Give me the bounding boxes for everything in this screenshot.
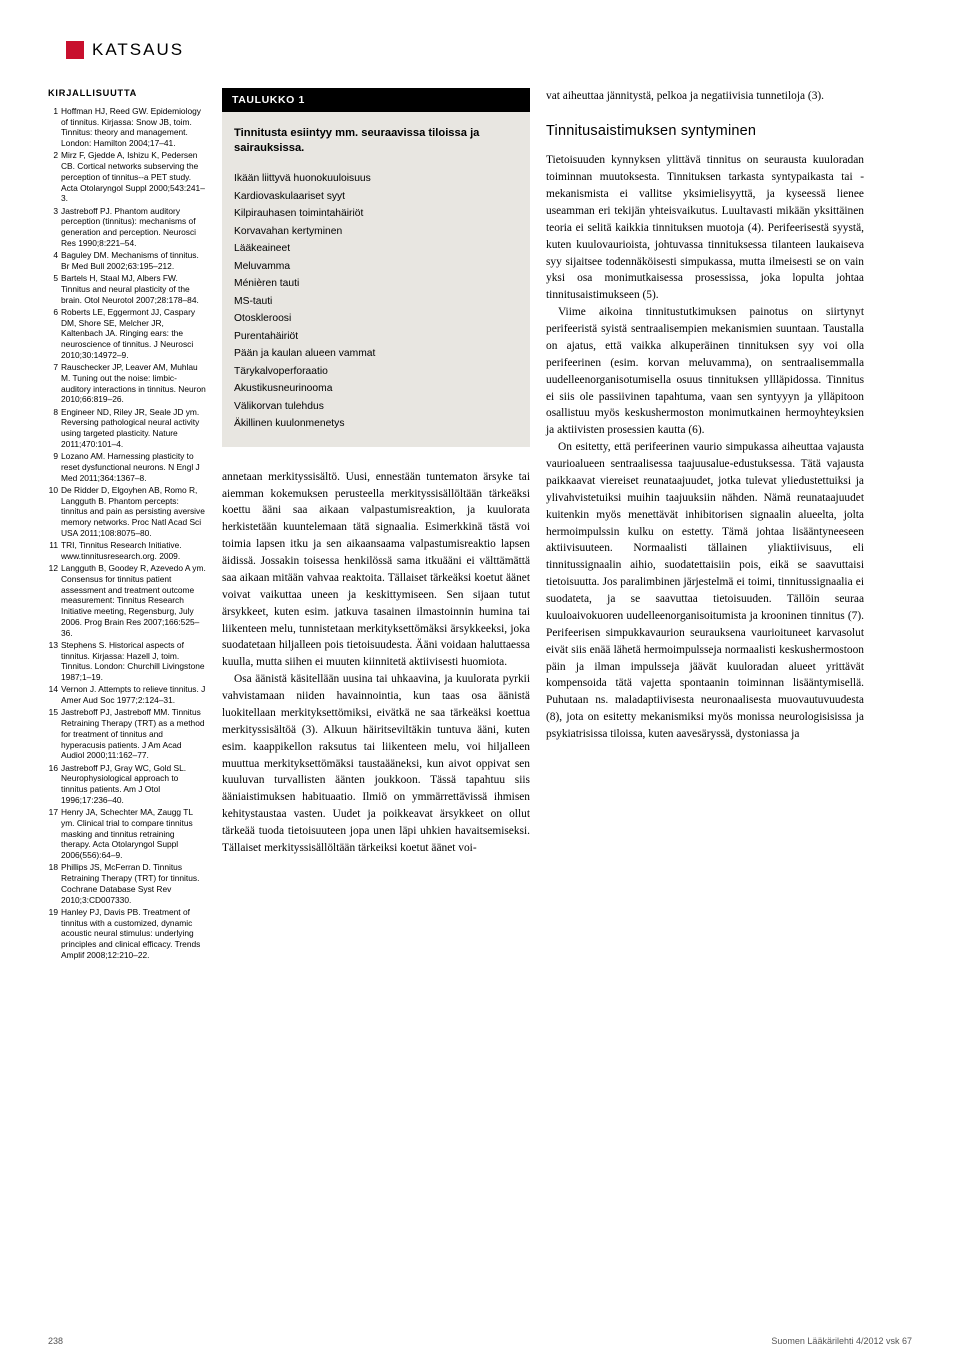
- reference-text: Lozano AM. Harnessing plasticity to rese…: [61, 451, 206, 483]
- page-footer: 238 Suomen Lääkärilehti 4/2012 vsk 67: [48, 1336, 912, 1346]
- body-paragraph: On esitetty, että perifeerinen vaurio si…: [546, 439, 864, 743]
- table1-list-item: Otoskleroosi: [234, 310, 518, 328]
- body-right-text: vat aiheuttaa jännitystä, pelkoa ja nega…: [546, 88, 864, 743]
- right-column: vat aiheuttaa jännitystä, pelkoa ja nega…: [546, 88, 864, 1308]
- reference-item: 9Lozano AM. Harnessing plasticity to res…: [48, 451, 206, 483]
- subheading: Tinnitusaistimuksen syntyminen: [546, 121, 864, 142]
- body-paragraph: Osa äänistä käsitellään uusina tai uhkaa…: [222, 671, 530, 857]
- reference-item: 19Hanley PJ, Davis PB. Treatment of tinn…: [48, 907, 206, 961]
- reference-item: 18Phillips JS, McFerran D. Tinnitus Retr…: [48, 862, 206, 905]
- reference-text: Baguley DM. Mechanisms of tinnitus. Br M…: [61, 250, 206, 272]
- reference-item: 17Henry JA, Schechter MA, Zaugg TL ym. C…: [48, 807, 206, 861]
- reference-number: 1: [48, 106, 61, 149]
- table1-list-item: Lääkeaineet: [234, 240, 518, 258]
- reference-number: 9: [48, 451, 61, 483]
- journal-info: Suomen Lääkärilehti 4/2012 vsk 67: [771, 1336, 912, 1346]
- reference-number: 11: [48, 540, 61, 562]
- table1-body: Tinnitusta esiintyy mm. seuraavissa tilo…: [222, 112, 530, 447]
- reference-item: 13Stephens S. Historical aspects of tinn…: [48, 640, 206, 683]
- table1-list-item: Meluvamma: [234, 258, 518, 276]
- reference-text: De Ridder D, Elgoyhen AB, Romo R, Langgu…: [61, 485, 206, 539]
- reference-item: 6Roberts LE, Eggermont JJ, Caspary DM, S…: [48, 307, 206, 361]
- reference-item: 3Jastreboff PJ. Phantom auditory percept…: [48, 206, 206, 249]
- body-paragraph: vat aiheuttaa jännitystä, pelkoa ja nega…: [546, 88, 864, 105]
- references-column: KIRJALLISUUTTA 1Hoffman HJ, Reed GW. Epi…: [48, 88, 206, 1308]
- reference-number: 18: [48, 862, 61, 905]
- reference-text: Jastreboff PJ, Jastreboff MM. Tinnitus R…: [61, 707, 206, 761]
- reference-text: Phillips JS, McFerran D. Tinnitus Retrai…: [61, 862, 206, 905]
- references-title: KIRJALLISUUTTA: [48, 88, 206, 100]
- page-content: KIRJALLISUUTTA 1Hoffman HJ, Reed GW. Epi…: [48, 88, 912, 1308]
- middle-column: TAULUKKO 1 Tinnitusta esiintyy mm. seura…: [222, 88, 530, 1308]
- reference-item: 2Mirz F, Gjedde A, Ishizu K, Pedersen CB…: [48, 150, 206, 204]
- reference-text: Jastreboff PJ, Gray WC, Gold SL. Neuroph…: [61, 763, 206, 806]
- reference-text: Langguth B, Goodey R, Azevedo A ym. Cons…: [61, 563, 206, 638]
- body-middle-text: annetaan merkityssisältö. Uusi, ennestää…: [222, 469, 530, 857]
- reference-item: 16Jastreboff PJ, Gray WC, Gold SL. Neuro…: [48, 763, 206, 806]
- reference-number: 14: [48, 684, 61, 706]
- table1-list-item: Äkillinen kuulonmenetys: [234, 415, 518, 433]
- table1-list-item: Kardiovaskulaariset syyt: [234, 188, 518, 206]
- reference-number: 12: [48, 563, 61, 638]
- reference-text: Henry JA, Schechter MA, Zaugg TL ym. Cli…: [61, 807, 206, 861]
- reference-item: 7Rauschecker JP, Leaver AM, Muhlau M. Tu…: [48, 362, 206, 405]
- reference-number: 10: [48, 485, 61, 539]
- reference-text: Hanley PJ, Davis PB. Treatment of tinnit…: [61, 907, 206, 961]
- table1-list-item: Tärykalvoperforaatio: [234, 363, 518, 381]
- reference-number: 6: [48, 307, 61, 361]
- table1-list-item: Purentahäiriöt: [234, 328, 518, 346]
- references-list: 1Hoffman HJ, Reed GW. Epidemiology of ti…: [48, 106, 206, 961]
- table1-list-item: MS-tauti: [234, 293, 518, 311]
- table1-list-item: Kilpirauhasen toimintahäiriöt: [234, 205, 518, 223]
- body-paragraph: Viime aikoina tinnitustutkimuksen painot…: [546, 304, 864, 439]
- reference-item: 4Baguley DM. Mechanisms of tinnitus. Br …: [48, 250, 206, 272]
- section-label: KATSAUS: [92, 40, 184, 60]
- reference-item: 8Engineer ND, Riley JR, Seale JD ym. Rev…: [48, 407, 206, 450]
- reference-number: 8: [48, 407, 61, 450]
- reference-number: 17: [48, 807, 61, 861]
- accent-square: [66, 41, 84, 59]
- table1-list-item: Pään ja kaulan alueen vammat: [234, 345, 518, 363]
- reference-text: Jastreboff PJ. Phantom auditory percepti…: [61, 206, 206, 249]
- section-header: KATSAUS: [66, 40, 912, 60]
- reference-item: 10De Ridder D, Elgoyhen AB, Romo R, Lang…: [48, 485, 206, 539]
- reference-item: 1Hoffman HJ, Reed GW. Epidemiology of ti…: [48, 106, 206, 149]
- reference-text: Vernon J. Attempts to relieve tinnitus. …: [61, 684, 206, 706]
- reference-item: 14Vernon J. Attempts to relieve tinnitus…: [48, 684, 206, 706]
- reference-text: Bartels H, Staal MJ, Albers FW. Tinnitus…: [61, 273, 206, 305]
- reference-number: 7: [48, 362, 61, 405]
- table1-list-item: Akustikusneurinooma: [234, 380, 518, 398]
- body-paragraph: annetaan merkityssisältö. Uusi, ennestää…: [222, 469, 530, 672]
- reference-number: 4: [48, 250, 61, 272]
- reference-text: TRI, Tinnitus Research Initiative. www.t…: [61, 540, 206, 562]
- reference-item: 12Langguth B, Goodey R, Azevedo A ym. Co…: [48, 563, 206, 638]
- reference-item: 15Jastreboff PJ, Jastreboff MM. Tinnitus…: [48, 707, 206, 761]
- reference-number: 13: [48, 640, 61, 683]
- reference-number: 19: [48, 907, 61, 961]
- reference-text: Rauschecker JP, Leaver AM, Muhlau M. Tun…: [61, 362, 206, 405]
- table1-list-item: Ikään liittyvä huonokuuloisuus: [234, 170, 518, 188]
- reference-number: 15: [48, 707, 61, 761]
- reference-text: Engineer ND, Riley JR, Seale JD ym. Reve…: [61, 407, 206, 450]
- body-paragraph: Tietoisuuden kynnyksen ylittävä tinnitus…: [546, 152, 864, 304]
- reference-item: 11TRI, Tinnitus Research Initiative. www…: [48, 540, 206, 562]
- reference-text: Stephens S. Historical aspects of tinnit…: [61, 640, 206, 683]
- reference-text: Roberts LE, Eggermont JJ, Caspary DM, Sh…: [61, 307, 206, 361]
- reference-number: 5: [48, 273, 61, 305]
- reference-number: 3: [48, 206, 61, 249]
- reference-text: Hoffman HJ, Reed GW. Epidemiology of tin…: [61, 106, 206, 149]
- reference-number: 2: [48, 150, 61, 204]
- table1-label: TAULUKKO 1: [222, 88, 530, 112]
- reference-number: 16: [48, 763, 61, 806]
- table1-list-item: Ménièren tauti: [234, 275, 518, 293]
- table1-list-item: Välikorvan tulehdus: [234, 398, 518, 416]
- reference-text: Mirz F, Gjedde A, Ishizu K, Pedersen CB.…: [61, 150, 206, 204]
- table1-title: Tinnitusta esiintyy mm. seuraavissa tilo…: [234, 126, 518, 156]
- table1-list: Ikään liittyvä huonokuuloisuusKardiovask…: [234, 170, 518, 433]
- reference-item: 5Bartels H, Staal MJ, Albers FW. Tinnitu…: [48, 273, 206, 305]
- page-number: 238: [48, 1336, 63, 1346]
- table1-list-item: Korvavahan kertyminen: [234, 223, 518, 241]
